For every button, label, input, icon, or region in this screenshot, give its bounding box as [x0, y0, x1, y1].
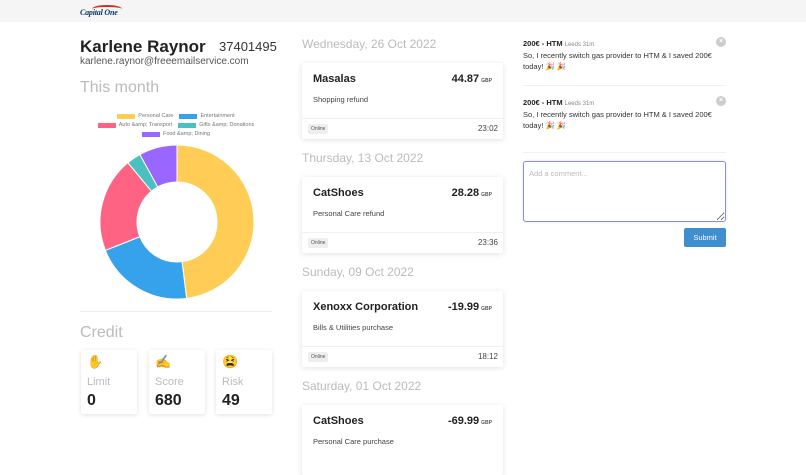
comment-body: So, I recently switch gas provider to HT…	[523, 110, 712, 130]
credit-title: Credit	[80, 324, 123, 341]
transaction-amount: -19.99 GBP	[447, 301, 492, 313]
comment-header: 200€ - HTM Leeds 31m	[523, 98, 595, 107]
comment-item: 200€ - HTM Leeds 31m So, I recently switc…	[523, 37, 726, 72]
comment-input[interactable]	[523, 161, 726, 222]
submit-button[interactable]: Submit	[684, 228, 726, 247]
chart-legend: Personal Care Entertainment Auto &amp; T…	[80, 112, 272, 139]
legend-item-auto-transport[interactable]: Auto &amp; Transport	[97, 121, 172, 130]
this-month-title: This month	[80, 79, 160, 96]
channel-badge: Online	[308, 124, 329, 134]
merchant-name: CatShoes	[313, 415, 364, 427]
transaction-card[interactable]: Masalas 44.87 GBP Shopping refund Online …	[302, 63, 503, 139]
credit-limit-card: ✋ Limit 0	[81, 350, 137, 414]
transaction-description: Personal Care purchase	[313, 437, 394, 446]
legend-item-food-dining[interactable]: Food &amp; Dining	[141, 130, 210, 139]
top-bar: Capital One	[0, 0, 806, 22]
transaction-date-header: Wednesday, 26 Oct 2022	[302, 37, 437, 51]
transaction-card[interactable]: CatShoes -69.99 GBP Personal Care purchas…	[302, 405, 503, 475]
merchant-name: Masalas	[313, 73, 356, 85]
merchant-name: Xenoxx Corporation	[313, 301, 419, 313]
credit-score-value: 680	[155, 392, 182, 409]
transaction-amount: 44.87 GBP	[451, 73, 492, 85]
donut-segment[interactable]	[139, 144, 178, 188]
comment-divider	[523, 152, 726, 153]
comment-body: So, I recently switch gas provider to HT…	[523, 51, 712, 71]
writing-hand-icon: ✍️	[155, 354, 172, 369]
capital-one-logo[interactable]: Capital One	[80, 4, 124, 18]
raised-hand-icon: ✋	[87, 354, 104, 369]
account-number: 37401495	[219, 39, 277, 54]
transaction-amount: 28.28 GBP	[451, 187, 492, 199]
credit-limit-label: Limit	[87, 376, 111, 388]
channel-badge: Online	[308, 352, 329, 362]
legend-item-personal-care[interactable]: Personal Care	[117, 112, 173, 121]
transaction-footer: Online 23:02	[302, 118, 503, 139]
comment-item: 200€ - HTM Leeds 31m So, I recently switc…	[523, 96, 726, 131]
customer-email: karlene.raynor@freeemailservice.com	[80, 56, 249, 67]
close-icon[interactable]: ×	[716, 37, 726, 47]
transaction-card[interactable]: Xenoxx Corporation -19.99 GBP Bills & Uti…	[302, 291, 503, 367]
transaction-time: 23:02	[477, 124, 498, 133]
merchant-name: CatShoes	[313, 187, 364, 199]
transaction-date-header: Saturday, 01 Oct 2022	[302, 379, 422, 393]
transaction-card[interactable]: CatShoes 28.28 GBP Personal Care refund O…	[302, 177, 503, 253]
legend-item-gifts-donations[interactable]: Gifts &amp; Donations	[178, 121, 254, 130]
transaction-description: Personal Care refund	[313, 209, 385, 218]
donut-segment[interactable]	[104, 236, 188, 300]
credit-risk-label: Risk	[222, 376, 244, 388]
customer-name: Karlene Raynor	[80, 37, 206, 56]
transaction-date-header: Sunday, 09 Oct 2022	[302, 265, 414, 279]
close-icon[interactable]: ×	[716, 96, 726, 106]
tired-face-icon: 😫	[222, 354, 239, 369]
legend-item-entertainment[interactable]: Entertainment	[179, 112, 235, 121]
transaction-description: Bills & Utilities purchase	[313, 323, 394, 332]
transaction-time: 18:12	[477, 352, 498, 361]
comment-divider	[523, 85, 726, 86]
spending-donut-chart[interactable]	[99, 144, 255, 300]
credit-limit-value: 0	[87, 392, 96, 409]
donut-segment[interactable]	[176, 144, 255, 299]
credit-risk-value: 49	[222, 392, 240, 409]
logo-swoosh-icon	[92, 5, 122, 13]
transaction-description: Shopping refund	[313, 95, 369, 104]
transaction-footer: Online 18:12	[302, 346, 503, 367]
credit-score-label: Score	[155, 376, 184, 388]
transaction-date-header: Thursday, 13 Oct 2022	[302, 151, 424, 165]
channel-badge: Online	[308, 238, 329, 248]
transaction-footer: Online 23:36	[302, 232, 503, 253]
logo-text: Capital One	[80, 8, 118, 17]
transaction-time: 23:36	[477, 238, 498, 247]
transaction-amount: -69.99 GBP	[447, 415, 492, 427]
section-divider	[80, 311, 272, 312]
credit-score-card: ✍️ Score 680	[149, 350, 205, 414]
comment-header: 200€ - HTM Leeds 31m	[523, 39, 595, 48]
credit-risk-card: 😫 Risk 49	[216, 350, 272, 414]
